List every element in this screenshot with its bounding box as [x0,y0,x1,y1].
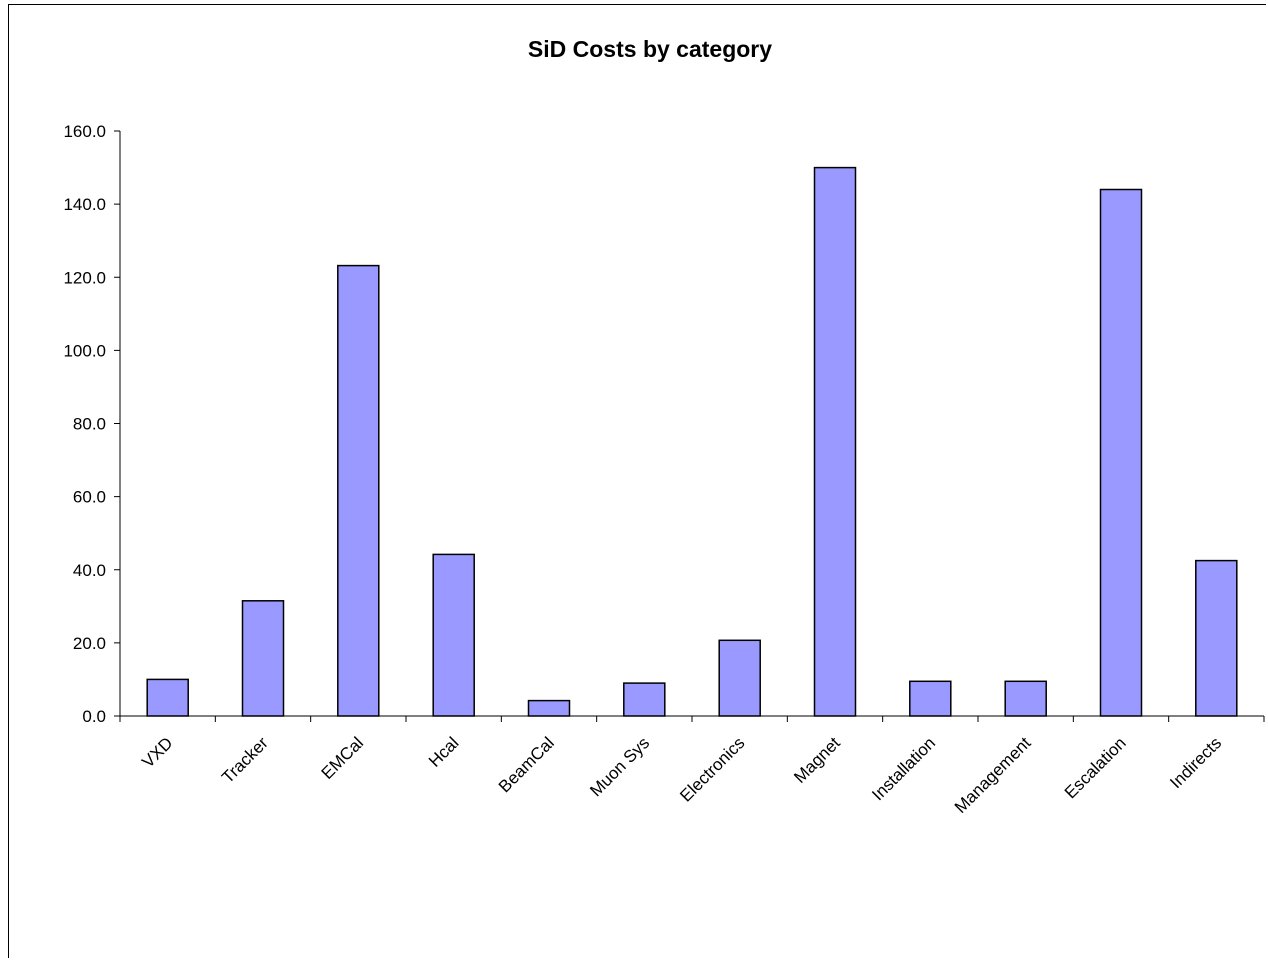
x-tick-label: Installation [868,733,939,804]
x-tick-label: EMCal [318,733,368,783]
bar-escalation [1099,188,1143,717]
y-tick-label: 80.0 [73,415,106,434]
bar-installation [909,680,952,717]
y-tick-label: 20.0 [73,634,106,653]
y-tick-label: 40.0 [73,561,106,580]
x-tick-label: Management [951,733,1035,817]
y-tick-label: 120.0 [63,268,106,287]
bars-group [146,166,1238,717]
bar-hcal [432,553,475,717]
y-tick-label: 0.0 [82,707,106,726]
x-tick-label: Magnet [790,733,844,787]
bar-magnet [813,166,857,717]
x-tick-label: Tracker [218,733,272,787]
x-tick-label: BeamCal [495,733,558,796]
x-tick-label: Electronics [676,733,748,805]
bar-muon-sys [623,682,666,717]
x-tick-label: Escalation [1061,733,1130,802]
bar-emcal [337,264,380,717]
chart-frame [8,4,1266,958]
y-tick-label: 140.0 [63,195,106,214]
x-tick-label: Muon Sys [586,733,653,800]
bar-indirects [1195,559,1238,717]
x-axis: VXD Tracker EMCal Hcal BeamCal Muon Sys Electr… [119,715,1265,817]
x-tick-label: Hcal [425,733,462,770]
bar-vxd [146,678,189,717]
y-tick-label: 60.0 [73,488,106,507]
x-tick-label: VXD [138,733,176,771]
y-tick-label: 100.0 [63,341,106,360]
y-tick-label: 160.0 [63,122,106,141]
bar-electronics [718,639,761,717]
chart-title: SiD Costs by category [527,36,773,62]
x-tick-label: Indirects [1166,733,1225,792]
bar-tracker [241,600,285,717]
bar-management [1004,680,1047,717]
y-axis: 0.0 20.0 40.0 60.0 80.0 100.0 120.0 140.0 160.0 [63,122,121,726]
bar-beamcal [527,699,571,717]
